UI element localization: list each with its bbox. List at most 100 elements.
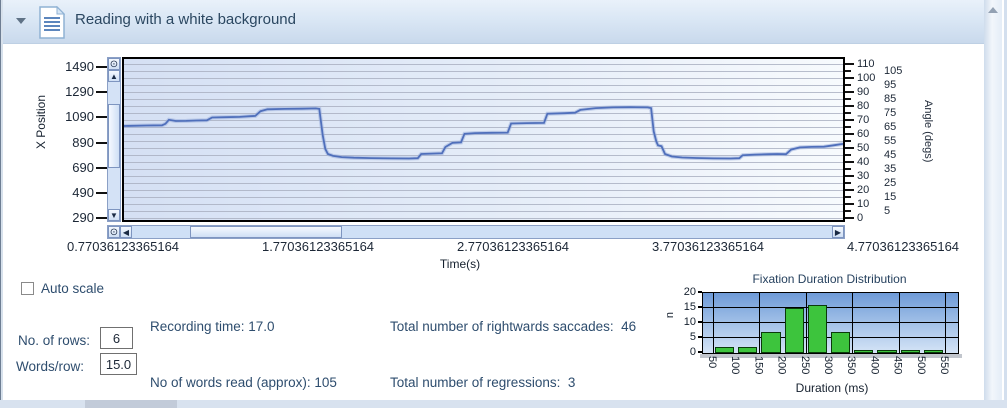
page-horizontal-scroll-thumb[interactable] xyxy=(85,400,177,408)
x-position-tick-mark xyxy=(96,91,109,94)
gridline xyxy=(124,183,843,184)
auto-scale-label: Auto scale xyxy=(41,281,105,296)
scroll-right-button[interactable]: ▶ xyxy=(832,226,844,238)
x-position-tick-label: 690 xyxy=(72,159,94,175)
histogram-bar xyxy=(900,350,920,353)
x-position-tick-label: 290 xyxy=(72,210,94,226)
angle-axis-tick xyxy=(845,84,851,86)
gridline xyxy=(124,78,843,79)
angle-axis-tick-label: 10 xyxy=(857,198,870,210)
horizontal-scroll-thumb[interactable] xyxy=(190,226,342,238)
angle-axis-tick xyxy=(845,91,854,93)
gridline xyxy=(124,71,843,72)
panel-right-border xyxy=(1004,0,1007,408)
angle-axis-tick-label: 80 xyxy=(857,100,870,112)
angle-axis-tick xyxy=(845,112,851,114)
section-title: Reading with a white background xyxy=(75,11,296,28)
histogram-bar xyxy=(854,350,874,353)
scroll-down-button[interactable]: ▼ xyxy=(108,209,120,221)
words-per-row-input[interactable] xyxy=(100,353,137,375)
time-tick-label: 2.77036123365164 xyxy=(456,239,570,254)
histogram-y-tick-mark xyxy=(698,336,702,338)
histogram-title: Fixation Duration Distribution xyxy=(752,272,907,286)
stat-rightward-saccades: Total number of rightwards saccades: 46 xyxy=(390,319,637,334)
angle-axis-tick-label: 95 xyxy=(884,79,897,91)
section-header[interactable]: Reading with a white background xyxy=(3,0,984,44)
page-scroll-up-icon[interactable] xyxy=(988,7,998,13)
histogram-y-tick-label: 5 xyxy=(689,331,696,343)
page-vertical-scrollbar[interactable] xyxy=(984,0,1002,408)
angle-axis-tick xyxy=(845,126,851,128)
time-tick-label: 0.77036123365164 xyxy=(66,239,180,254)
scroll-left-button[interactable]: ◀ xyxy=(120,226,132,238)
angle-axis-tick-label: 55 xyxy=(884,135,897,147)
gridline xyxy=(124,169,843,170)
stats-column-1: Recording time: 17.0 No of words read (a… xyxy=(150,281,365,408)
histogram-y-tick-label: 0 xyxy=(689,346,696,358)
angle-axis-tick-label: 40 xyxy=(857,156,870,168)
x-position-tick-mark xyxy=(96,166,109,169)
histogram-y-tick-label: 20 xyxy=(683,286,696,298)
gridline xyxy=(124,141,843,142)
histogram-gridline xyxy=(852,293,854,353)
histogram-plot-area xyxy=(702,292,959,354)
gridline xyxy=(124,64,843,65)
histogram-y-tick-mark xyxy=(698,351,702,353)
stat-recording-time: Recording time: 17.0 xyxy=(150,319,275,334)
angle-axis-tick xyxy=(845,98,851,100)
angle-axis-tick-label: 105 xyxy=(884,65,903,77)
x-position-tick-mark xyxy=(96,141,109,144)
panel-left-border xyxy=(0,0,1,408)
angle-axis-tick-label: 30 xyxy=(857,170,870,182)
histogram-x-tick-label: 100 xyxy=(729,356,742,375)
histogram-gridline xyxy=(898,293,900,353)
histogram-gridline xyxy=(945,293,946,353)
angle-axis-tick xyxy=(845,182,851,184)
histogram-x-tick-label: 150 xyxy=(752,356,765,375)
vertical-scroll-thumb[interactable] xyxy=(108,104,120,168)
gridline xyxy=(124,127,843,128)
angle-axis-tick xyxy=(845,70,851,72)
angle-axis-tick-label: 90 xyxy=(857,86,870,98)
histogram-gridline xyxy=(703,307,958,308)
histogram-bar xyxy=(831,332,851,353)
angle-axis-tick xyxy=(845,175,854,177)
gridline xyxy=(124,106,843,107)
time-axis-title: Time(s) xyxy=(439,257,481,271)
chart-horizontal-scrollbar[interactable]: ⊙ ◀ ▶ xyxy=(107,225,845,239)
page-horizontal-scrollbar[interactable] xyxy=(0,400,1007,408)
gridline xyxy=(124,99,843,100)
angle-axis-tick xyxy=(845,147,854,149)
histogram-axis-shadow xyxy=(700,354,962,358)
collapse-arrow-icon[interactable] xyxy=(16,18,26,24)
histogram-gridline xyxy=(703,322,958,323)
horizontal-zoom-reset-button[interactable]: ⊙ xyxy=(108,226,120,238)
vertical-zoom-reset-button[interactable]: ⊙ xyxy=(108,58,120,70)
angle-axis-tick xyxy=(845,189,854,191)
histogram-gridline xyxy=(703,337,958,338)
histogram-x-tick-label: 200 xyxy=(775,356,788,375)
auto-scale-checkbox[interactable] xyxy=(21,282,34,295)
gaze-plot-area[interactable] xyxy=(122,57,845,222)
gridline xyxy=(124,85,843,86)
angle-axis-tick-label: 85 xyxy=(884,93,897,105)
angle-axis-tick-label: 60 xyxy=(857,128,870,140)
chart-vertical-scrollbar[interactable]: ⊙ ▲ ▼ xyxy=(107,57,121,222)
x-position-tick-label: 1490 xyxy=(65,59,94,75)
histogram-y-tick-mark xyxy=(698,291,702,293)
vertical-scroll-track[interactable] xyxy=(108,82,120,209)
gridline xyxy=(124,190,843,191)
scroll-up-button[interactable]: ▲ xyxy=(108,70,120,82)
histogram-x-tick-label: 50 xyxy=(706,356,718,369)
angle-axis-tick xyxy=(845,119,854,121)
angle-axis-tick xyxy=(845,140,851,142)
horizontal-scroll-track[interactable] xyxy=(132,226,832,238)
histogram-bar xyxy=(807,305,827,353)
angle-axis-tick xyxy=(845,154,851,156)
document-icon xyxy=(39,6,65,39)
histogram-y-tick-mark xyxy=(698,306,702,308)
angle-axis-tick xyxy=(845,161,854,163)
angle-axis-tick xyxy=(845,168,851,170)
angle-axis-tick xyxy=(845,63,854,65)
rows-input[interactable] xyxy=(100,327,133,349)
